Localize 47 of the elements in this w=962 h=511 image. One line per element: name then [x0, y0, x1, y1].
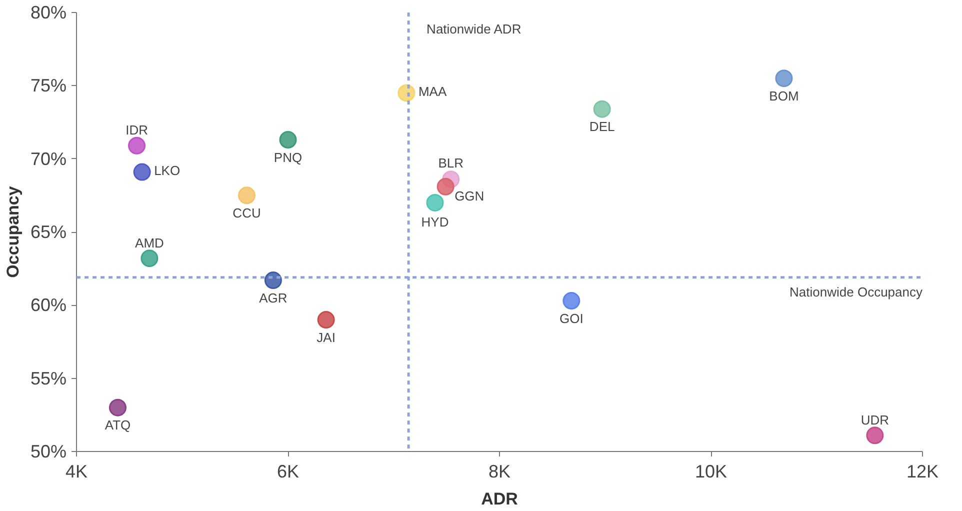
y-tick-label: 70%	[30, 148, 67, 169]
point	[775, 70, 793, 88]
annotation: CCU	[232, 205, 261, 220]
point	[133, 163, 151, 181]
annotation: PNQ	[274, 150, 302, 165]
y-tick-label: 55%	[30, 368, 67, 388]
annotation: LKO	[154, 163, 180, 178]
x-tick-label: 8K	[488, 462, 511, 482]
x-tick-label: 6K	[276, 462, 300, 482]
x-tick-label: 10K	[694, 462, 728, 482]
annotation: GOI	[559, 310, 584, 326]
annotation: JAI	[316, 330, 336, 345]
y-tick-label: 75%	[30, 76, 67, 96]
point	[436, 178, 454, 196]
point	[562, 292, 580, 310]
ref-line-label: Nationwide Occupancy	[790, 284, 923, 300]
annotation: HYD	[421, 214, 449, 230]
annotation: BLR	[438, 155, 464, 170]
annotation: IDR	[126, 122, 148, 138]
y-tick-label: 50%	[30, 442, 67, 462]
y-tick-label: 65%	[30, 222, 67, 242]
y-axis-title: Occupancy	[3, 186, 22, 278]
annotation: BOM	[769, 88, 799, 104]
point	[317, 311, 335, 329]
x-axis-title: ADR	[481, 490, 518, 508]
point	[593, 100, 611, 118]
point	[264, 272, 282, 290]
annotation: UDR	[860, 412, 889, 428]
point	[866, 426, 884, 444]
y-tick-label: 60%	[30, 295, 67, 316]
x-tick-label: 4K	[65, 462, 88, 482]
annotation: AMD	[135, 235, 164, 250]
annotation: MAA	[418, 84, 447, 99]
point	[238, 186, 256, 204]
point	[108, 398, 126, 416]
ref-line-label: Nationwide ADR	[426, 22, 522, 36]
y-tick-label: 80%	[30, 2, 67, 22]
point	[140, 250, 158, 268]
annotation: GGN	[454, 188, 484, 204]
point	[426, 194, 444, 212]
annotation: ATQ	[104, 418, 131, 433]
point	[128, 136, 146, 154]
point	[398, 84, 416, 102]
point	[279, 131, 297, 149]
x-tick-label: 12K	[906, 462, 939, 482]
annotation: DEL	[589, 119, 615, 134]
annotation: AGR	[259, 290, 288, 306]
